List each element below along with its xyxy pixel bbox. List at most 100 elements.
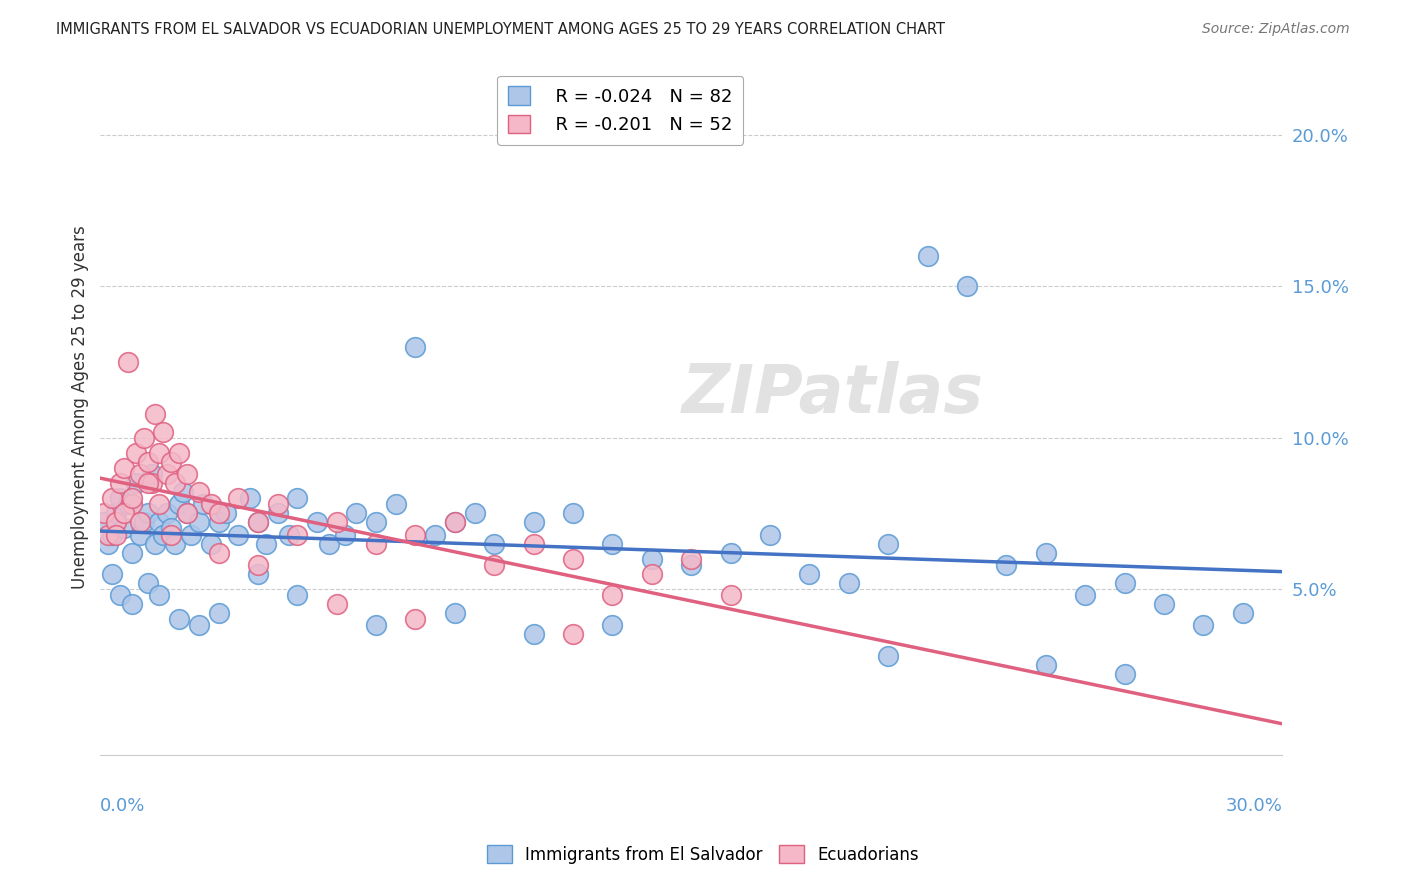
Y-axis label: Unemployment Among Ages 25 to 29 years: Unemployment Among Ages 25 to 29 years: [72, 226, 89, 590]
Point: [160, 527, 183, 541]
Point: [136, 476, 159, 491]
Point: [101, 491, 124, 506]
Point: [187, 485, 209, 500]
Text: ZIPatlas: ZIPatlas: [682, 360, 984, 426]
Point: [148, 588, 170, 602]
Point: [877, 648, 900, 663]
Point: [145, 536, 167, 550]
Point: [956, 279, 979, 293]
Point: [641, 551, 664, 566]
Point: [285, 491, 308, 506]
Point: [207, 546, 229, 560]
Point: [121, 497, 143, 511]
Point: [464, 507, 486, 521]
Point: [562, 551, 585, 566]
Point: [1114, 666, 1136, 681]
Point: [917, 249, 939, 263]
Point: [207, 606, 229, 620]
Point: [266, 507, 288, 521]
Point: [105, 516, 128, 530]
Point: [484, 536, 506, 550]
Point: [132, 431, 155, 445]
Point: [484, 558, 506, 572]
Point: [266, 497, 288, 511]
Point: [187, 618, 209, 632]
Point: [285, 588, 308, 602]
Point: [278, 527, 301, 541]
Point: [759, 527, 782, 541]
Point: [128, 527, 150, 541]
Legend: Immigrants from El Salvador, Ecuadorians: Immigrants from El Salvador, Ecuadorians: [479, 838, 927, 871]
Point: [160, 521, 183, 535]
Point: [995, 558, 1018, 572]
Point: [444, 606, 467, 620]
Text: Source: ZipAtlas.com: Source: ZipAtlas.com: [1202, 22, 1350, 37]
Point: [641, 566, 664, 581]
Point: [1153, 597, 1175, 611]
Point: [246, 558, 269, 572]
Point: [523, 516, 546, 530]
Point: [562, 507, 585, 521]
Point: [145, 407, 167, 421]
Point: [562, 627, 585, 641]
Point: [877, 536, 900, 550]
Point: [176, 507, 198, 521]
Point: [602, 588, 624, 602]
Point: [602, 536, 624, 550]
Point: [148, 516, 170, 530]
Text: 0.0%: 0.0%: [100, 797, 146, 815]
Point: [128, 516, 150, 530]
Point: [285, 527, 308, 541]
Point: [97, 536, 120, 550]
Point: [681, 551, 703, 566]
Point: [167, 497, 190, 511]
Point: [132, 516, 155, 530]
Point: [444, 516, 467, 530]
Point: [1035, 546, 1057, 560]
Point: [246, 566, 269, 581]
Point: [121, 597, 143, 611]
Point: [444, 516, 467, 530]
Point: [720, 588, 742, 602]
Point: [226, 491, 249, 506]
Point: [180, 527, 202, 541]
Point: [200, 497, 222, 511]
Point: [148, 446, 170, 460]
Point: [167, 446, 190, 460]
Point: [141, 476, 163, 491]
Point: [101, 527, 124, 541]
Point: [176, 467, 198, 481]
Point: [246, 516, 269, 530]
Point: [1192, 618, 1215, 632]
Point: [121, 546, 143, 560]
Point: [838, 576, 860, 591]
Point: [207, 516, 229, 530]
Point: [325, 597, 347, 611]
Point: [364, 536, 387, 550]
Point: [156, 467, 179, 481]
Point: [121, 491, 143, 506]
Point: [148, 497, 170, 511]
Point: [187, 516, 209, 530]
Point: [405, 340, 427, 354]
Point: [101, 566, 124, 581]
Point: [105, 507, 128, 521]
Point: [215, 507, 238, 521]
Point: [112, 507, 135, 521]
Point: [128, 467, 150, 481]
Point: [318, 536, 340, 550]
Point: [254, 536, 277, 550]
Point: [425, 527, 447, 541]
Point: [160, 455, 183, 469]
Point: [136, 507, 159, 521]
Point: [165, 536, 187, 550]
Point: [117, 497, 139, 511]
Point: [176, 507, 198, 521]
Point: [405, 612, 427, 626]
Point: [364, 516, 387, 530]
Point: [799, 566, 821, 581]
Point: [167, 612, 190, 626]
Point: [384, 497, 406, 511]
Point: [156, 507, 179, 521]
Point: [1114, 576, 1136, 591]
